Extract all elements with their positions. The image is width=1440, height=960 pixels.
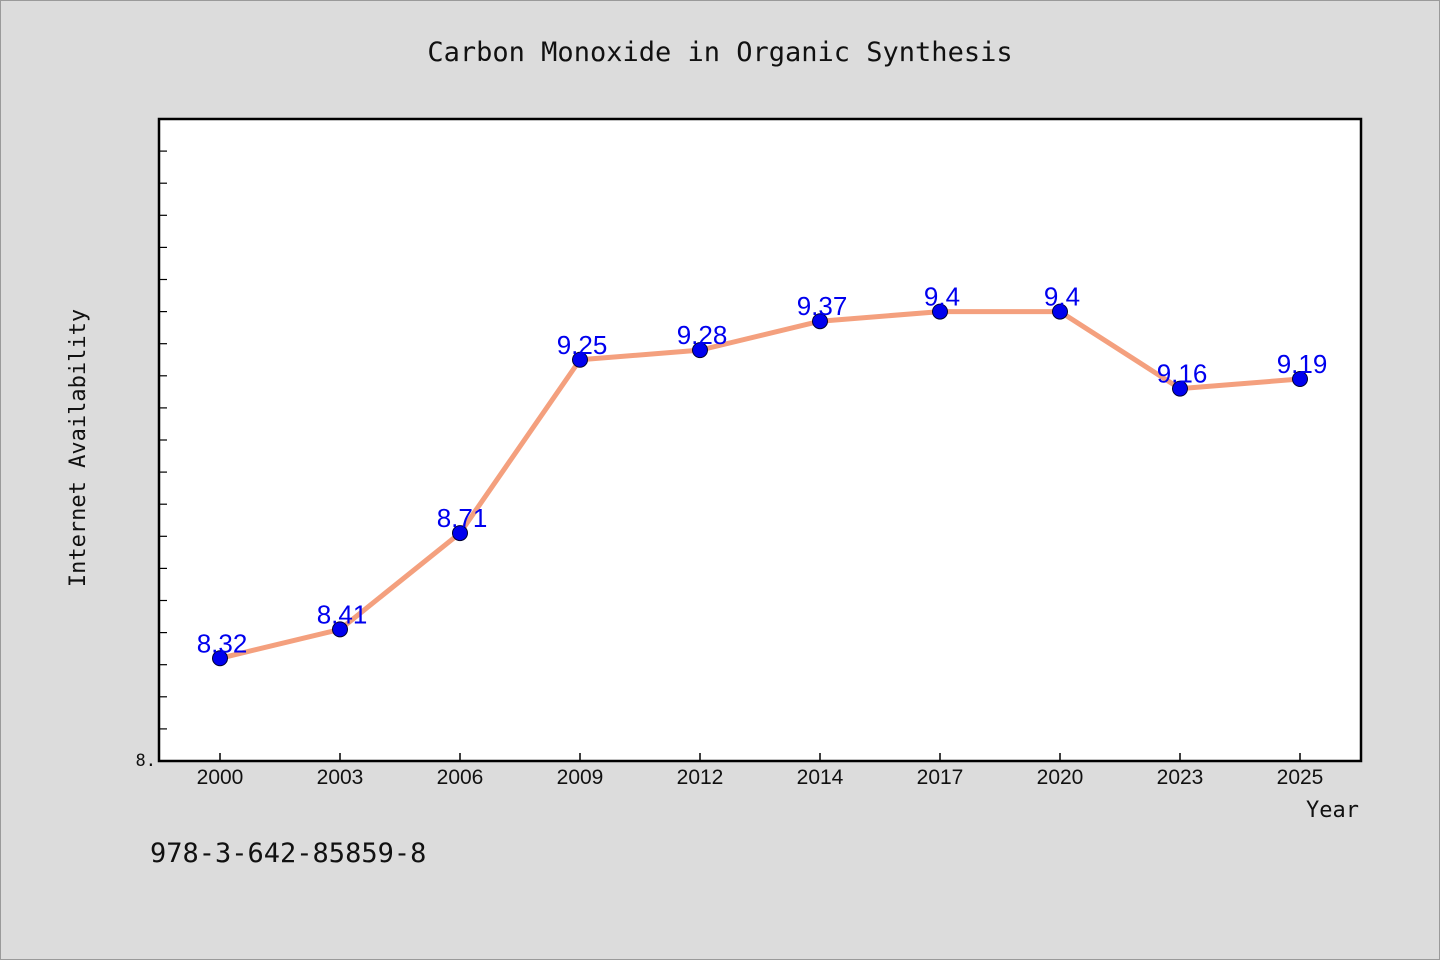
x-tick-label: 2014 <box>797 766 844 789</box>
data-label: 9.25 <box>557 330 608 360</box>
data-label: 8.71 <box>437 503 488 533</box>
series-line <box>217 309 1303 661</box>
data-label: 9.37 <box>797 291 848 321</box>
data-point <box>1052 303 1068 320</box>
data-point <box>212 650 228 667</box>
x-tick-label: 2000 <box>197 766 244 789</box>
data-label: 9.16 <box>1157 359 1208 389</box>
plot-area <box>157 117 1363 763</box>
x-axis-label: Year <box>1306 798 1359 823</box>
x-tick-label: 2003 <box>317 766 364 789</box>
data-label: 9.4 <box>1044 282 1080 312</box>
data-label: 9.4 <box>924 282 960 312</box>
y-axis-ticks <box>159 150 167 730</box>
x-tick-labels-group: 2000 2003 2006 2009 2012 2014 2017 2020 2023 2025 <box>197 766 1324 789</box>
data-point <box>452 525 468 542</box>
data-point <box>932 303 948 320</box>
data-point <box>1292 371 1308 388</box>
x-tick-label: 2020 <box>1037 766 1084 789</box>
data-labels-group: 8.32 8.41 8.71 9.25 9.28 9.37 9.4 9.4 9.16 9.19 <box>197 282 1328 659</box>
data-label: 8.32 <box>197 628 248 658</box>
x-tick-label: 2017 <box>917 766 964 789</box>
series-points-group <box>212 303 1308 667</box>
data-label: 9.28 <box>677 320 728 350</box>
data-point <box>332 621 348 638</box>
x-tick-label: 2012 <box>677 766 724 789</box>
x-axis-ticks <box>219 753 1301 761</box>
chart-title: Carbon Monoxide in Organic Synthesis <box>427 37 1012 68</box>
x-tick-label: 2009 <box>557 766 604 789</box>
series-line-group <box>217 309 1303 661</box>
isbn-text: 978-3-642-85859-8 <box>150 838 426 869</box>
x-tick-label: 2023 <box>1157 766 1204 789</box>
data-label: 9.19 <box>1277 349 1328 379</box>
data-point <box>572 351 588 368</box>
x-tick-label: 2025 <box>1277 766 1324 789</box>
y-tick-label: 8. <box>136 751 156 771</box>
data-label: 8.41 <box>317 599 368 629</box>
data-point <box>1172 380 1188 397</box>
data-point <box>812 313 828 330</box>
data-point <box>692 342 708 359</box>
x-tick-label: 2006 <box>437 766 484 789</box>
y-axis-label: Internet Availability <box>66 309 91 587</box>
